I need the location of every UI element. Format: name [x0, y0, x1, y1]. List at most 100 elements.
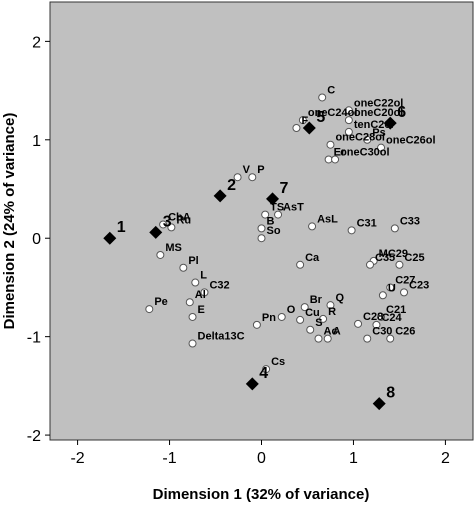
circle-point	[400, 288, 409, 297]
circle-point	[292, 123, 301, 132]
y-tick-label: -1	[27, 330, 41, 347]
circle-point	[326, 140, 335, 149]
x-tick-label: 2	[441, 450, 450, 467]
point-label: C23	[409, 279, 429, 291]
point-label: F	[301, 115, 308, 127]
point-label: C35	[375, 252, 395, 264]
circle-point	[188, 339, 197, 348]
circle-point	[366, 260, 375, 269]
point-label: Delta13C	[198, 331, 245, 343]
circle-point	[372, 320, 381, 329]
point-label: Al	[195, 289, 206, 301]
circle-point	[395, 260, 404, 269]
circle-point	[390, 224, 399, 233]
sample-diamond	[245, 377, 259, 391]
sample-diamond	[302, 121, 316, 135]
point-label: Er	[334, 146, 346, 158]
circle-point	[274, 210, 283, 219]
circle-point	[261, 210, 270, 219]
y-axis-title: Dimension 2 (24% of variance)	[1, 113, 18, 330]
point-label: P	[257, 164, 264, 176]
point-label: B	[267, 215, 275, 227]
sample-label: 6	[397, 104, 406, 121]
sample-diamond	[103, 231, 117, 245]
point-label: C26	[395, 326, 415, 338]
circle-point	[179, 263, 188, 272]
point-label: A	[333, 326, 341, 338]
circle-point	[344, 127, 353, 136]
circle-point	[252, 320, 261, 329]
point-label: MC29	[379, 248, 408, 260]
circle-point	[331, 155, 340, 164]
circle-point	[257, 234, 266, 243]
point-label: Br	[310, 294, 323, 306]
point-label: E	[198, 304, 205, 316]
point-label: C25	[404, 252, 424, 264]
sample-label: 2	[227, 177, 236, 194]
circle-point	[323, 334, 332, 343]
circle-point	[347, 226, 356, 235]
sample-label: 7	[280, 180, 289, 197]
point-label: Pn	[262, 312, 276, 324]
circle-point	[167, 223, 176, 232]
circle-point	[185, 298, 194, 307]
circle-point	[308, 222, 317, 231]
sample-diamond	[383, 116, 397, 130]
sample-diamond	[372, 397, 386, 411]
point-label: C33	[400, 215, 420, 227]
circle-point	[200, 288, 209, 297]
point-label: L	[200, 270, 207, 282]
circle-point	[156, 250, 165, 259]
circle-point	[319, 314, 328, 323]
circle-point	[188, 312, 197, 321]
circle-point	[277, 312, 286, 321]
circle-point	[298, 116, 307, 125]
circle-point	[296, 260, 305, 269]
point-label: oneC30ol	[340, 146, 390, 158]
circle-point	[386, 283, 395, 292]
point-label: AsL	[317, 213, 338, 225]
point-label: oneC28ol	[335, 132, 385, 144]
point-label: Ac	[324, 326, 338, 338]
sample-diamond	[266, 192, 280, 206]
point-label: S	[315, 317, 322, 329]
x-axis-title: Dimension 1 (32% of variance)	[153, 486, 370, 503]
circle-point	[386, 334, 395, 343]
point-label: C32	[209, 279, 229, 291]
sample-diamond	[149, 225, 163, 239]
y-tick-label: 0	[32, 231, 41, 248]
circle-point	[344, 106, 353, 115]
point-label: C27	[395, 274, 415, 286]
circle-point	[326, 301, 335, 310]
y-tick-label: 1	[32, 133, 41, 150]
point-label: O	[287, 304, 296, 316]
circle-point	[262, 365, 271, 374]
circle-point	[354, 319, 363, 328]
sample-label: 8	[386, 385, 395, 402]
circle-point	[257, 224, 266, 233]
circle-point	[363, 135, 372, 144]
circle-point	[306, 325, 315, 334]
circle-point	[314, 334, 323, 343]
circle-point	[377, 312, 386, 321]
circle-point	[233, 173, 242, 182]
point-label: U	[388, 282, 396, 294]
circle-point	[296, 315, 305, 324]
point-label: R	[328, 306, 336, 318]
circle-point	[318, 93, 327, 102]
point-label: oneC22ol	[354, 97, 404, 109]
circle-point	[377, 143, 386, 152]
point-label: C28	[363, 311, 383, 323]
point-label: AsT	[283, 202, 304, 214]
circle-point	[145, 305, 154, 314]
sample-label: 5	[316, 109, 325, 126]
point-label: C30	[372, 326, 392, 338]
y-tick-label: -2	[27, 428, 41, 445]
circle-point	[363, 334, 372, 343]
point-label: oneC24ol	[308, 107, 358, 119]
point-label: C24	[381, 312, 402, 324]
point-label: So	[267, 225, 281, 237]
point-label: V	[243, 164, 251, 176]
